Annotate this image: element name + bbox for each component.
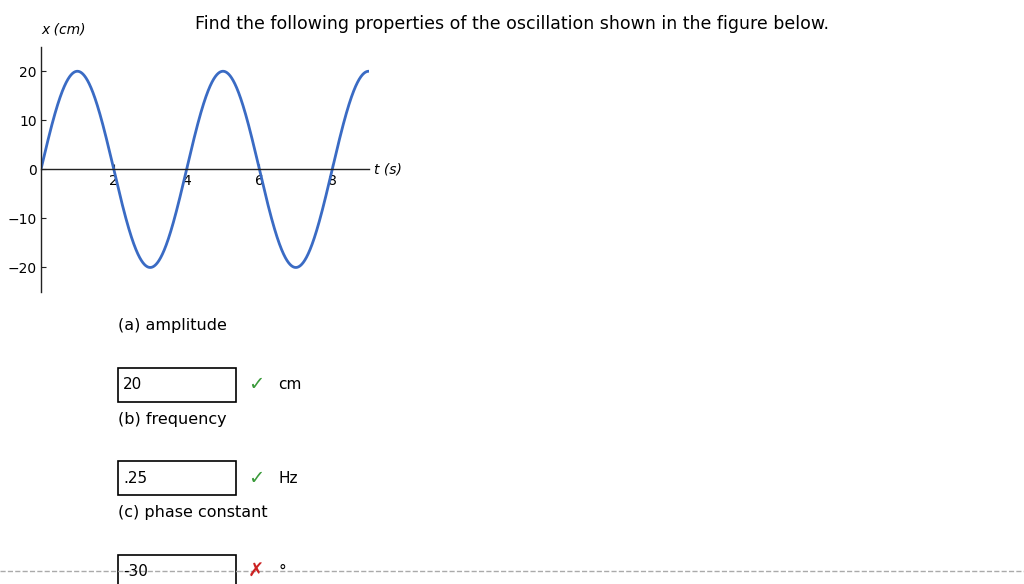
- Text: t (s): t (s): [374, 162, 402, 176]
- Text: .25: .25: [123, 471, 147, 486]
- Text: Hz: Hz: [279, 471, 298, 486]
- Text: 20: 20: [123, 377, 142, 392]
- Text: ✗: ✗: [248, 562, 264, 581]
- Text: ✓: ✓: [248, 469, 264, 488]
- Text: -30: -30: [123, 564, 147, 579]
- Text: (c) phase constant: (c) phase constant: [118, 505, 267, 520]
- Text: (b) frequency: (b) frequency: [118, 412, 226, 427]
- Text: x (cm): x (cm): [41, 23, 85, 37]
- Text: Find the following properties of the oscillation shown in the figure below.: Find the following properties of the osc…: [195, 15, 829, 33]
- Text: °: °: [279, 564, 287, 579]
- Text: cm: cm: [279, 377, 302, 392]
- Text: (a) amplitude: (a) amplitude: [118, 318, 226, 333]
- Text: ✓: ✓: [248, 376, 264, 394]
